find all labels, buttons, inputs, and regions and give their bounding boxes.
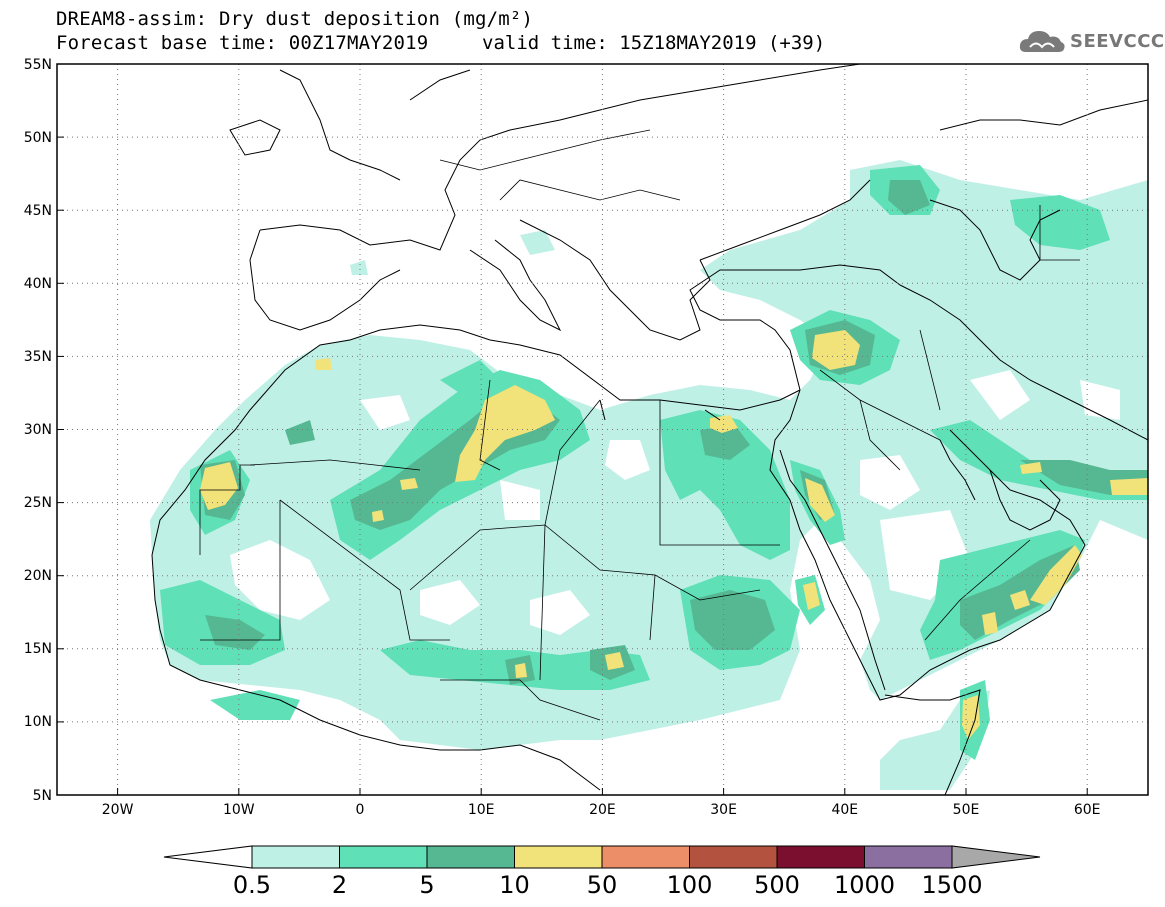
lon-label: 10W [223, 802, 255, 818]
lat-label: 20N [24, 568, 52, 584]
logo-text: SEEVCCC [1070, 30, 1165, 52]
colorbar-swatch [514, 845, 603, 869]
lon-label: 50E [953, 802, 980, 818]
colorbar-label: 5 [419, 871, 434, 899]
colorbar-label: 1500 [921, 871, 982, 899]
lat-label: 30N [24, 422, 52, 438]
lon-label: 60E [1074, 802, 1101, 818]
lat-label: 15N [24, 641, 52, 657]
longitude-axis: 20W 10W 0 10E 20E 30E 40E 50E 60E [102, 802, 1101, 818]
colorbar-swatch [864, 845, 953, 869]
grid-lines [57, 64, 1148, 795]
lat-label: 10N [24, 714, 52, 730]
colorbar-swatch [426, 845, 515, 869]
lat-label: 25N [24, 495, 52, 511]
colorbar-swatch [339, 845, 428, 869]
valid-time: valid time: 15Z18MAY2019 (+39) [482, 32, 826, 54]
seevccc-logo: SEEVCCC [1018, 26, 1165, 56]
lat-label: 35N [24, 349, 52, 365]
colorbar-label: 50 [587, 871, 618, 899]
colorbar-swatch [776, 845, 865, 869]
colorbar-label: 500 [754, 871, 800, 899]
forecast-base-time: Forecast base time: 00Z17MAY2019 [56, 32, 429, 54]
coastlines-borders [151, 64, 1148, 795]
colorbar-label: 2 [332, 871, 347, 899]
lat-label: 50N [24, 130, 52, 146]
lat-label: 5N [33, 788, 52, 804]
map-title: DREAM8-assim: Dry dust deposition (mg/m²… [56, 8, 534, 30]
political-borders [199, 129, 1080, 721]
colorbar-swatch [601, 845, 690, 869]
lat-label: 45N [24, 203, 52, 219]
lat-label: 40N [24, 276, 52, 292]
latitude-axis: 55N 50N 45N 40N 35N 30N 25N 20N 15N 10N … [24, 57, 52, 804]
colorbar-swatch [251, 845, 340, 869]
colorbar-over-triangle [951, 845, 1041, 869]
colorbar-under-triangle [163, 845, 253, 869]
lon-label: 10E [468, 802, 495, 818]
axis-ticks [57, 63, 1088, 796]
colorbar: 0.5 2 5 10 50 100 500 1000 1500 [163, 845, 1041, 899]
colorbar-label: 10 [499, 871, 530, 899]
lon-label: 20W [102, 802, 134, 818]
colorbar-swatch [689, 845, 778, 869]
colorbar-label: 1000 [834, 871, 895, 899]
lon-label: 20E [589, 802, 616, 818]
lat-label: 55N [24, 57, 52, 73]
colorbar-label: 0.5 [233, 871, 271, 899]
cloud-icon [1019, 31, 1065, 52]
lon-label: 0 [356, 802, 365, 818]
colorbar-label: 100 [667, 871, 713, 899]
lon-label: 40E [831, 802, 858, 818]
lon-label: 30E [710, 802, 737, 818]
